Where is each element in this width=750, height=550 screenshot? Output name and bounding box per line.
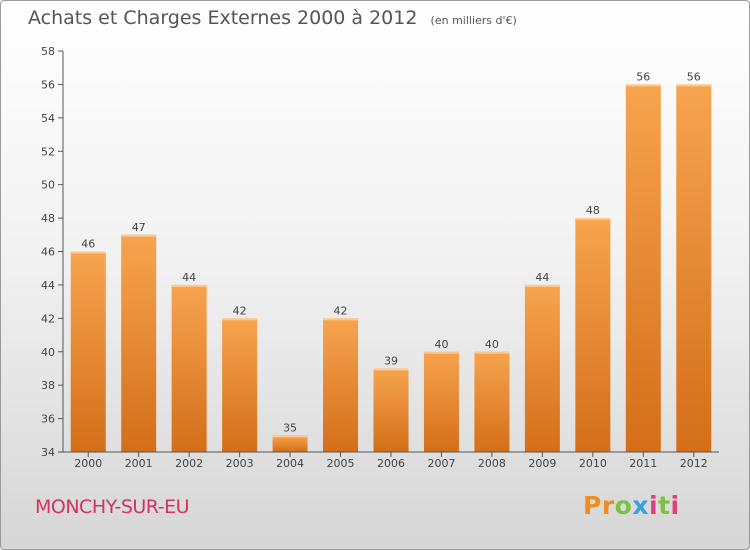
bar <box>474 351 510 452</box>
bar <box>222 318 258 452</box>
bar-top-highlight <box>474 351 510 354</box>
y-tick-label: 54 <box>41 112 55 125</box>
bar <box>373 368 409 452</box>
bar <box>272 435 308 452</box>
proxiti-logo: Proxiti <box>583 491 680 520</box>
bar-top-highlight <box>70 251 106 254</box>
bar-group: 44 <box>171 271 207 452</box>
bar-top-highlight <box>676 84 712 87</box>
x-tick-label: 2008 <box>478 457 506 470</box>
bar-group: 46 <box>70 238 106 452</box>
x-tick-label: 2003 <box>226 457 254 470</box>
x-tick-label: 2006 <box>377 457 405 470</box>
bar-group: 56 <box>625 70 661 453</box>
bar <box>121 234 157 452</box>
x-tick-label: 2011 <box>629 457 657 470</box>
bar-group: 44 <box>524 271 560 452</box>
bar-value-label: 42 <box>334 304 348 317</box>
bar-group: 40 <box>474 338 510 452</box>
bars: 46 47 44 42 35 42 39 40 40 44 48 56 56 <box>70 70 712 453</box>
bar-value-label: 35 <box>283 421 297 434</box>
bar-value-label: 40 <box>434 338 448 351</box>
bar-top-highlight <box>524 284 560 287</box>
bar-top-highlight <box>423 351 459 354</box>
y-tick-label: 36 <box>41 413 55 426</box>
bar-value-label: 44 <box>182 271 196 284</box>
bar <box>171 284 207 452</box>
bar-top-highlight <box>625 84 661 87</box>
title-row: Achats et Charges Externes 2000 à 2012 (… <box>28 7 517 29</box>
bar <box>423 351 459 452</box>
y-tick-label: 46 <box>41 246 55 259</box>
bar <box>524 284 560 452</box>
bar <box>323 318 359 452</box>
bar-value-label: 56 <box>636 70 650 83</box>
bar-group: 39 <box>373 354 409 452</box>
x-tick-label: 2001 <box>125 457 153 470</box>
bar-value-label: 56 <box>687 70 701 83</box>
x-axis: 2000 2001 2002 2003 2004 2005 2006 2007 2008 2009… <box>63 451 719 470</box>
bar <box>575 218 611 452</box>
x-tick-label: 2005 <box>327 457 355 470</box>
bar-group: 56 <box>676 70 712 453</box>
bar-top-highlight <box>373 368 409 371</box>
bar-group: 40 <box>423 338 459 452</box>
chart-unit: (en milliers d'€) <box>430 14 517 27</box>
bar-top-highlight <box>575 218 611 221</box>
bar-value-label: 44 <box>535 271 549 284</box>
bar-value-label: 39 <box>384 354 398 367</box>
x-tick-label: 2004 <box>276 457 304 470</box>
bar-group: 42 <box>323 304 359 452</box>
bar-value-label: 46 <box>81 238 95 251</box>
bar <box>70 251 106 452</box>
y-tick-label: 44 <box>41 279 55 292</box>
bar-value-label: 40 <box>485 338 499 351</box>
bar <box>625 84 661 453</box>
y-axis: 34 36 38 40 42 44 46 48 50 52 54 56 58 <box>41 45 64 459</box>
bar-top-highlight <box>272 435 308 438</box>
x-tick-label: 2009 <box>528 457 556 470</box>
bar-value-label: 42 <box>233 304 247 317</box>
bar-group: 42 <box>222 304 258 452</box>
y-tick-label: 42 <box>41 312 55 325</box>
bar-group: 35 <box>272 421 308 452</box>
y-tick-label: 56 <box>41 78 55 91</box>
bar-top-highlight <box>323 318 359 321</box>
y-tick-label: 58 <box>41 45 55 58</box>
chart-title: Achats et Charges Externes 2000 à 2012 <box>28 7 418 29</box>
bar-top-highlight <box>171 284 207 287</box>
y-tick-label: 52 <box>41 145 55 158</box>
bar <box>676 84 712 453</box>
x-tick-label: 2002 <box>175 457 203 470</box>
x-tick-label: 2007 <box>427 457 455 470</box>
y-tick-label: 34 <box>41 446 55 459</box>
bar-group: 47 <box>121 221 157 452</box>
bar-value-label: 47 <box>132 221 146 234</box>
x-tick-label: 2012 <box>680 457 708 470</box>
x-tick-label: 2000 <box>74 457 102 470</box>
y-tick-label: 48 <box>41 212 55 225</box>
bar-value-label: 48 <box>586 204 600 217</box>
y-tick-label: 50 <box>41 179 55 192</box>
bar-top-highlight <box>121 234 157 237</box>
y-tick-label: 38 <box>41 379 55 392</box>
bar-group: 48 <box>575 204 611 452</box>
commune-name: MONCHY-SUR-EU <box>35 496 190 518</box>
y-tick-label: 40 <box>41 346 55 359</box>
x-tick-label: 2010 <box>579 457 607 470</box>
bar-top-highlight <box>222 318 258 321</box>
